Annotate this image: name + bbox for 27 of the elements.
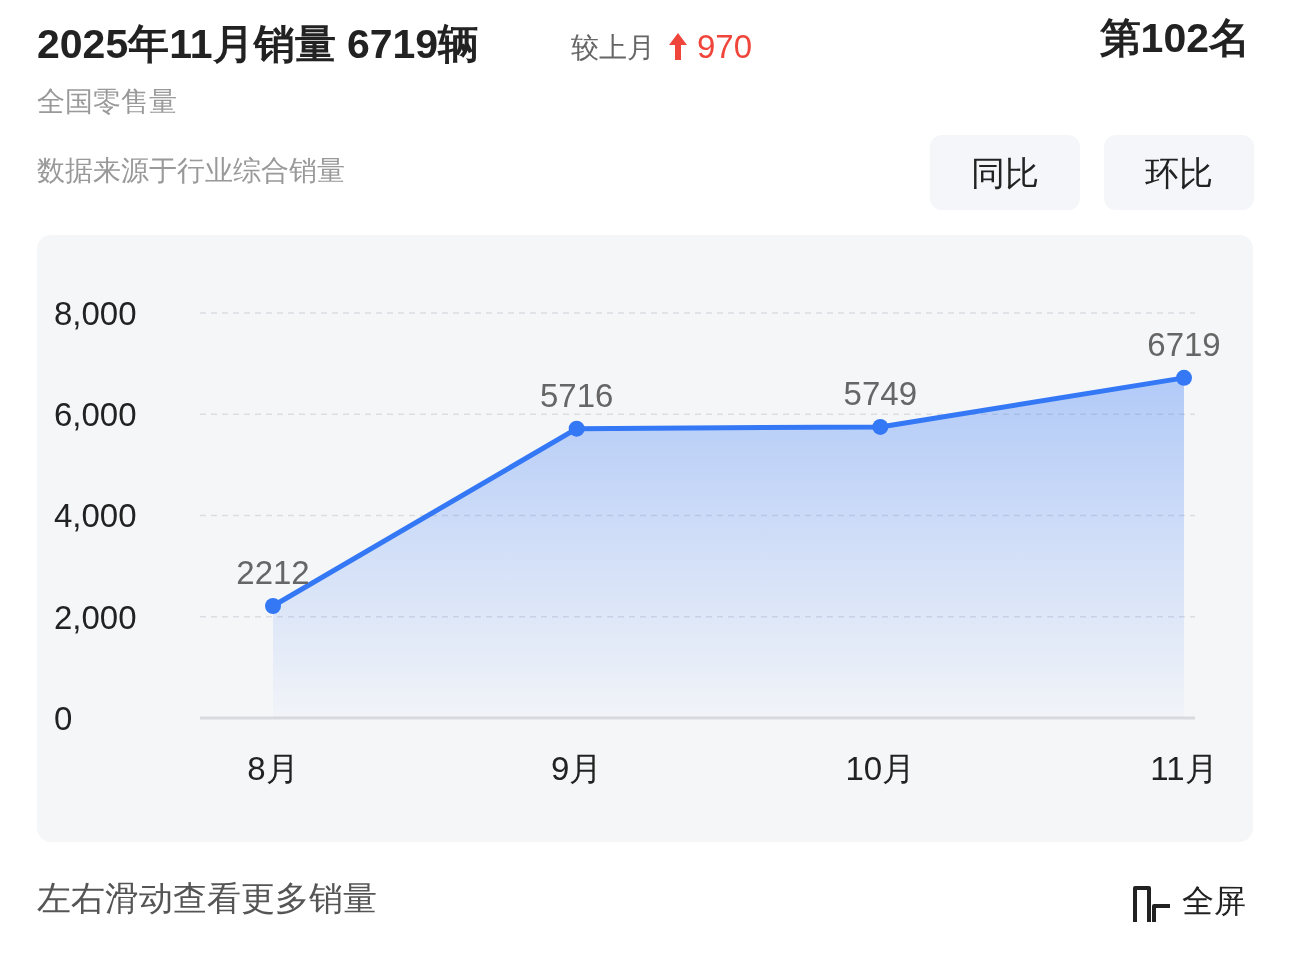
point	[265, 598, 281, 615]
chart-subtitle: 全国零售量	[37, 86, 177, 117]
data-label: 6719	[1147, 325, 1221, 363]
button[interactable]: 环比	[1104, 135, 1254, 210]
text: 970	[697, 28, 753, 65]
y-tick-label: 2,000	[54, 598, 137, 636]
y-tick-label: 6,000	[54, 396, 137, 434]
x-tick-label: 10月	[845, 749, 916, 787]
button[interactable]: 同比	[930, 135, 1080, 210]
y-tick-label: 8,000	[54, 294, 137, 332]
x-tick-label: 11月	[1150, 749, 1218, 787]
data-label: 5716	[539, 376, 614, 414]
chart-title: 2025年11月销量 6719辆	[37, 21, 480, 67]
point	[1176, 369, 1192, 386]
data-label: 2212	[236, 554, 310, 592]
data-label: 5749	[843, 374, 918, 412]
point	[872, 418, 889, 435]
text: 全屏	[1182, 883, 1246, 919]
text: 较上月	[571, 32, 655, 63]
y-tick-label: 4,000	[54, 497, 137, 535]
text: 左右滑动查看更多销量	[37, 879, 377, 917]
point	[568, 420, 585, 437]
text: 数据来源于行业综合销量	[37, 155, 345, 186]
y-tick-label: 0	[54, 699, 73, 737]
x-tick-label: 9月	[550, 749, 603, 787]
text: 第102名	[1098, 15, 1250, 61]
x-tick-label: 8月	[247, 749, 299, 787]
